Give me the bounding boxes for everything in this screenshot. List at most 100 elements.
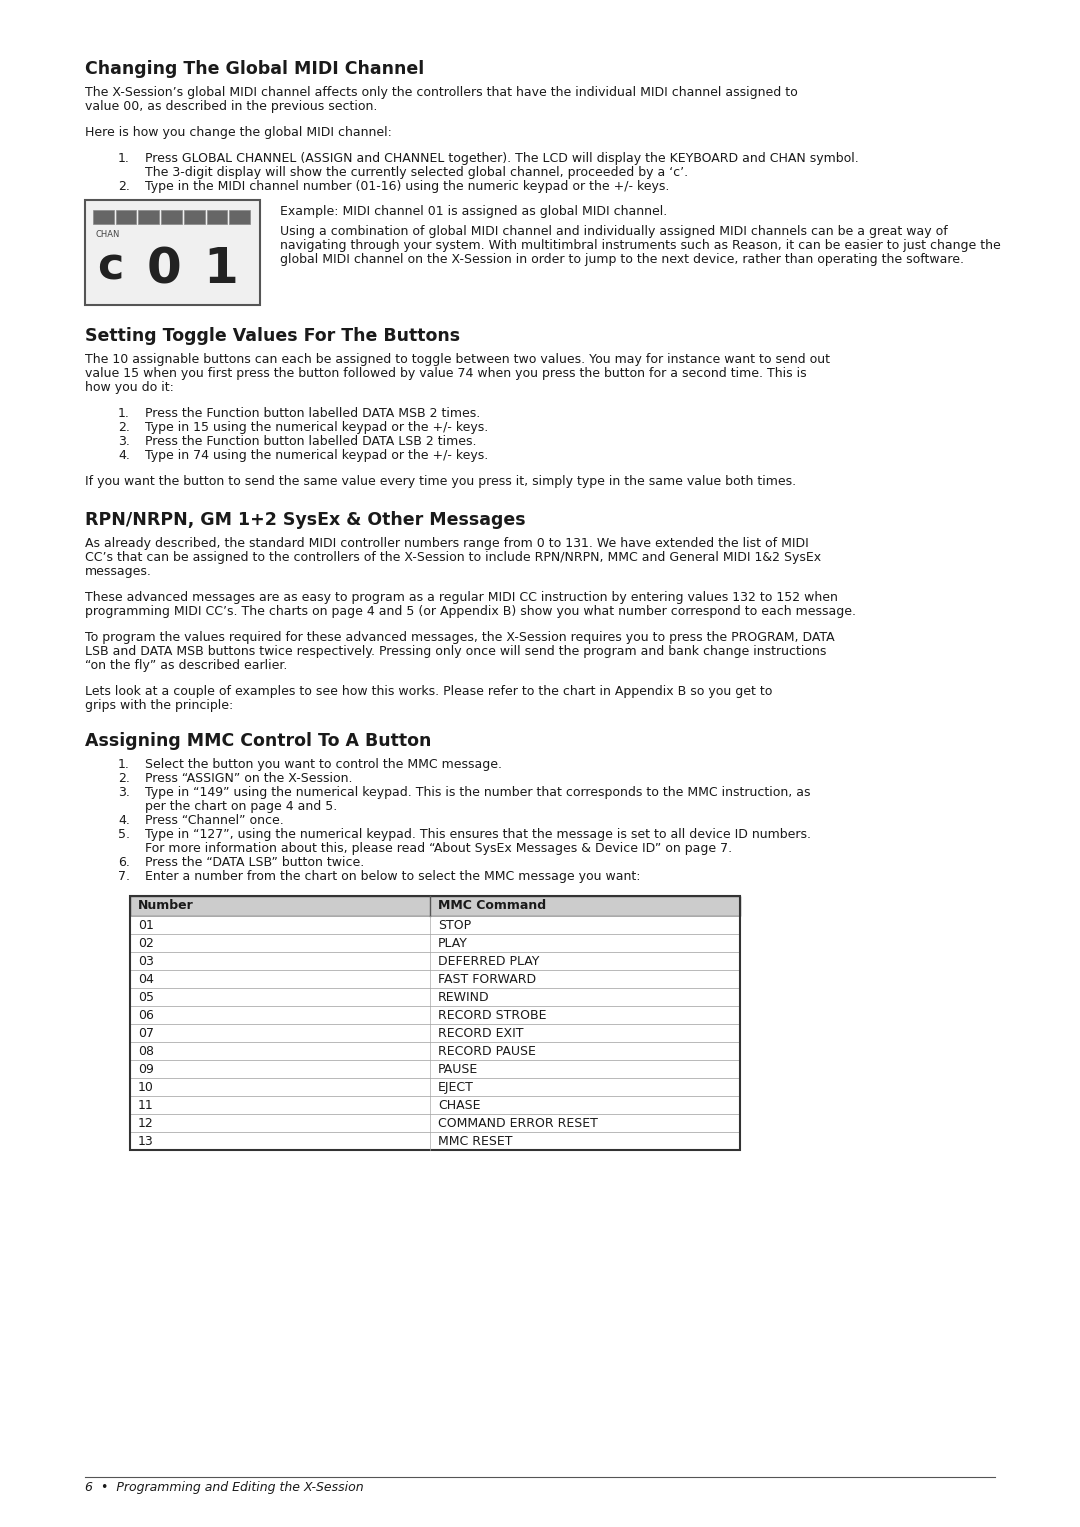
Bar xyxy=(206,211,227,224)
Text: Example: MIDI channel 01 is assigned as global MIDI channel.: Example: MIDI channel 01 is assigned as … xyxy=(280,205,667,218)
Text: Here is how you change the global MIDI channel:: Here is how you change the global MIDI c… xyxy=(85,127,392,139)
Text: Press the Function button labelled DATA MSB 2 times.: Press the Function button labelled DATA … xyxy=(145,408,481,420)
Text: CHAN: CHAN xyxy=(95,231,120,240)
Bar xyxy=(116,211,136,224)
Text: Assigning MMC Control To A Button: Assigning MMC Control To A Button xyxy=(85,731,431,750)
Bar xyxy=(184,211,204,224)
Bar xyxy=(130,1095,740,1113)
Text: Type in “149” using the numerical keypad. This is the number that corresponds to: Type in “149” using the numerical keypad… xyxy=(145,785,810,799)
Text: 12: 12 xyxy=(138,1116,153,1130)
Text: 11: 11 xyxy=(138,1098,153,1112)
Text: 01: 01 xyxy=(138,919,153,931)
Bar xyxy=(130,1006,740,1023)
Text: LSB and DATA MSB buttons twice respectively. Pressing only once will send the pr: LSB and DATA MSB buttons twice respectiv… xyxy=(85,644,826,658)
Text: Press “ASSIGN” on the X-Session.: Press “ASSIGN” on the X-Session. xyxy=(145,771,352,785)
Text: 6.: 6. xyxy=(118,855,130,869)
Text: 02: 02 xyxy=(138,936,153,950)
Text: 3.: 3. xyxy=(118,785,130,799)
Text: 13: 13 xyxy=(138,1135,153,1148)
Text: value 00, as described in the previous section.: value 00, as described in the previous s… xyxy=(85,99,377,113)
Text: Press GLOBAL CHANNEL (ASSIGN and CHANNEL together). The LCD will display the KEY: Press GLOBAL CHANNEL (ASSIGN and CHANNEL… xyxy=(145,153,859,165)
Text: Type in the MIDI channel number (01-16) using the numeric keypad or the +/- keys: Type in the MIDI channel number (01-16) … xyxy=(145,180,670,192)
Text: 1.: 1. xyxy=(118,408,130,420)
Text: 5.: 5. xyxy=(118,828,130,840)
Text: 1.: 1. xyxy=(118,757,130,771)
Text: 2.: 2. xyxy=(118,180,130,192)
Text: 05: 05 xyxy=(138,991,154,1003)
Text: “on the fly” as described earlier.: “on the fly” as described earlier. xyxy=(85,660,287,672)
Text: CHASE: CHASE xyxy=(438,1098,481,1112)
Bar xyxy=(93,211,113,224)
Text: As already described, the standard MIDI controller numbers range from 0 to 131. : As already described, the standard MIDI … xyxy=(85,538,809,550)
Bar xyxy=(138,211,159,224)
Text: value 15 when you first press the button followed by value 74 when you press the: value 15 when you first press the button… xyxy=(85,366,807,380)
Text: CC’s that can be assigned to the controllers of the X-Session to include RPN/NRP: CC’s that can be assigned to the control… xyxy=(85,551,821,563)
Text: RECORD STROBE: RECORD STROBE xyxy=(438,1009,546,1022)
Text: Select the button you want to control the MMC message.: Select the button you want to control th… xyxy=(145,757,502,771)
Text: 3.: 3. xyxy=(118,435,130,447)
Text: RECORD EXIT: RECORD EXIT xyxy=(438,1026,524,1040)
Text: Type in 74 using the numerical keypad or the +/- keys.: Type in 74 using the numerical keypad or… xyxy=(145,449,488,463)
Bar xyxy=(130,970,740,988)
Text: To program the values required for these advanced messages, the X-Session requir: To program the values required for these… xyxy=(85,631,835,644)
Text: COMMAND ERROR RESET: COMMAND ERROR RESET xyxy=(438,1116,598,1130)
Text: 1: 1 xyxy=(203,244,238,293)
Bar xyxy=(161,211,181,224)
Text: 7.: 7. xyxy=(118,869,130,883)
Bar xyxy=(130,916,740,933)
Text: Changing The Global MIDI Channel: Changing The Global MIDI Channel xyxy=(85,60,424,78)
Text: 08: 08 xyxy=(138,1044,154,1058)
Bar xyxy=(130,896,740,916)
Bar xyxy=(130,951,740,970)
Text: 4.: 4. xyxy=(118,814,130,826)
Text: 2.: 2. xyxy=(118,771,130,785)
Text: REWIND: REWIND xyxy=(438,991,489,1003)
Text: 07: 07 xyxy=(138,1026,154,1040)
Text: 6  •  Programming and Editing the X-Session: 6 • Programming and Editing the X-Sessio… xyxy=(85,1481,364,1493)
Text: global MIDI channel on the X-Session in order to jump to the next device, rather: global MIDI channel on the X-Session in … xyxy=(280,253,964,266)
Text: EJECT: EJECT xyxy=(438,1081,474,1093)
Text: Enter a number from the chart on below to select the MMC message you want:: Enter a number from the chart on below t… xyxy=(145,869,640,883)
Text: programming MIDI CC’s. The charts on page 4 and 5 (or Appendix B) show you what : programming MIDI CC’s. The charts on pag… xyxy=(85,605,856,618)
Text: c: c xyxy=(97,244,123,289)
Bar xyxy=(130,1113,740,1132)
Text: Type in 15 using the numerical keypad or the +/- keys.: Type in 15 using the numerical keypad or… xyxy=(145,421,488,434)
Text: DEFERRED PLAY: DEFERRED PLAY xyxy=(438,954,539,968)
Bar xyxy=(130,1078,740,1095)
Text: STOP: STOP xyxy=(438,919,471,931)
Bar xyxy=(130,1060,740,1078)
Text: Press the “DATA LSB” button twice.: Press the “DATA LSB” button twice. xyxy=(145,855,364,869)
Text: The 10 assignable buttons can each be assigned to toggle between two values. You: The 10 assignable buttons can each be as… xyxy=(85,353,831,366)
Text: Press “Channel” once.: Press “Channel” once. xyxy=(145,814,284,826)
Bar xyxy=(229,211,249,224)
Bar xyxy=(130,988,740,1006)
Text: RECORD PAUSE: RECORD PAUSE xyxy=(438,1044,536,1058)
Text: 03: 03 xyxy=(138,954,153,968)
Text: 10: 10 xyxy=(138,1081,153,1093)
Text: 1.: 1. xyxy=(118,153,130,165)
Bar xyxy=(130,1041,740,1060)
Text: The 3-digit display will show the currently selected global channel, proceeded b: The 3-digit display will show the curren… xyxy=(145,166,688,179)
Text: 2.: 2. xyxy=(118,421,130,434)
Bar xyxy=(130,896,740,1150)
Text: FAST FORWARD: FAST FORWARD xyxy=(438,973,536,985)
Bar xyxy=(85,200,260,305)
Text: These advanced messages are as easy to program as a regular MIDI CC instruction : These advanced messages are as easy to p… xyxy=(85,591,838,605)
Text: per the chart on page 4 and 5.: per the chart on page 4 and 5. xyxy=(145,800,337,812)
Text: For more information about this, please read “About SysEx Messages & Device ID” : For more information about this, please … xyxy=(145,841,732,855)
Text: RPN/NRPN, GM 1+2 SysEx & Other Messages: RPN/NRPN, GM 1+2 SysEx & Other Messages xyxy=(85,512,526,528)
Text: Using a combination of global MIDI channel and individually assigned MIDI channe: Using a combination of global MIDI chann… xyxy=(280,224,948,238)
Text: 09: 09 xyxy=(138,1063,153,1075)
Text: grips with the principle:: grips with the principle: xyxy=(85,699,233,712)
Text: how you do it:: how you do it: xyxy=(85,382,174,394)
Text: MMC RESET: MMC RESET xyxy=(438,1135,513,1148)
Text: The X-Session’s global MIDI channel affects only the controllers that have the i: The X-Session’s global MIDI channel affe… xyxy=(85,86,798,99)
Text: MMC Command: MMC Command xyxy=(438,898,546,912)
Text: 4.: 4. xyxy=(118,449,130,463)
Bar xyxy=(130,1132,740,1150)
Text: If you want the button to send the same value every time you press it, simply ty: If you want the button to send the same … xyxy=(85,475,796,489)
Text: PAUSE: PAUSE xyxy=(438,1063,478,1075)
Text: Type in “127”, using the numerical keypad. This ensures that the message is set : Type in “127”, using the numerical keypa… xyxy=(145,828,811,840)
Bar xyxy=(130,933,740,951)
Text: Number: Number xyxy=(138,898,193,912)
